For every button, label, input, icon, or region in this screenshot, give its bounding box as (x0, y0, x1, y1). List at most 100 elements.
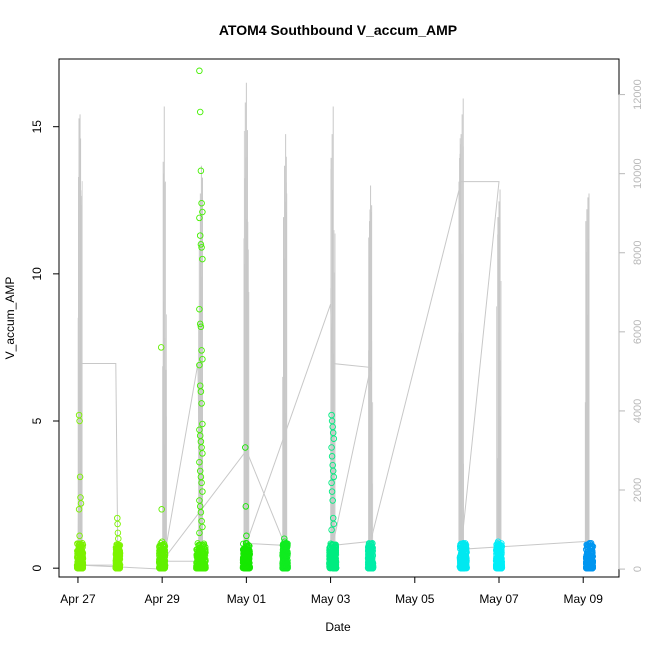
data-point (76, 532, 83, 540)
data-point (589, 564, 596, 571)
data-point (196, 67, 203, 75)
data-point (199, 550, 206, 557)
data-point (197, 388, 205, 395)
plot-frame (58, 58, 620, 578)
data-point (242, 503, 250, 510)
data-point (458, 540, 465, 547)
data-point (159, 541, 167, 549)
data-point (199, 420, 206, 428)
data-point (328, 526, 335, 534)
data-point (199, 523, 206, 531)
data-point (197, 509, 205, 516)
data-point (196, 214, 203, 222)
data-point (494, 564, 502, 572)
data-point (198, 199, 205, 207)
data-point (196, 458, 203, 466)
data-point (114, 564, 122, 571)
data-point (331, 564, 338, 572)
data-point (241, 561, 249, 569)
data-point (243, 532, 250, 540)
data-point (198, 564, 205, 572)
secondary-y-tick-label: 10000 (632, 158, 644, 189)
data-point (458, 563, 465, 570)
data-point (587, 563, 595, 570)
data-point (196, 320, 204, 328)
secondary-y-tick-label: 4000 (632, 399, 644, 423)
data-point (196, 232, 204, 239)
data-point (493, 553, 500, 560)
data-point (76, 417, 83, 425)
secondary-y-tick-label: 12000 (632, 79, 644, 110)
x-axis-label: Date (325, 620, 351, 634)
data-point (462, 562, 469, 570)
data-point (160, 564, 168, 572)
data-point (114, 544, 121, 551)
data-point (157, 344, 165, 351)
data-point (198, 244, 205, 251)
secondary-y-tick-label: 2000 (632, 478, 644, 502)
data-point (366, 545, 374, 552)
data-point (585, 556, 592, 563)
data-point (366, 550, 374, 557)
data-point (199, 208, 206, 216)
data-point (75, 506, 83, 513)
data-point (158, 506, 165, 513)
x-tick-label: May 05 (395, 592, 435, 606)
data-point (198, 400, 205, 407)
data-point (77, 500, 85, 507)
data-point (75, 550, 82, 557)
data-point (199, 255, 206, 263)
data-point (328, 479, 335, 487)
data-point (585, 564, 593, 572)
data-point (197, 323, 205, 331)
data-point (365, 542, 373, 549)
data-point (583, 559, 590, 567)
data-point (330, 554, 337, 561)
data-point (116, 562, 123, 569)
data-point (282, 549, 289, 557)
data-point (280, 548, 288, 556)
data-point (115, 558, 122, 565)
secondary-y-tick-label: 8000 (632, 241, 644, 265)
data-point (196, 529, 203, 537)
chart-title: ATOM4 Southbound V_accum_AMP (219, 22, 457, 38)
data-point (282, 559, 290, 566)
x-tick-label: Apr 27 (60, 592, 96, 606)
data-point (281, 538, 288, 545)
data-point (158, 545, 165, 553)
data-point (197, 241, 205, 248)
data-point (493, 560, 501, 567)
data-point (330, 520, 338, 528)
scatter-points-layer (73, 67, 597, 572)
data-point (156, 564, 163, 571)
x-tick-label: May 03 (311, 592, 351, 606)
data-point (245, 564, 252, 572)
data-point (330, 541, 338, 548)
x-tick-label: May 09 (564, 592, 604, 606)
data-point (76, 562, 83, 569)
data-point (241, 563, 249, 571)
data-point (584, 545, 591, 553)
x-tick-label: Apr 29 (144, 592, 180, 606)
secondary-series-layer (77, 82, 590, 570)
data-point (365, 563, 373, 571)
secondary-y-tick-label: 6000 (632, 320, 644, 344)
data-point (112, 558, 120, 565)
data-point (331, 551, 339, 558)
data-point (114, 520, 121, 528)
data-point (202, 556, 209, 563)
data-point (328, 488, 336, 495)
data-point (242, 551, 249, 558)
data-point (493, 563, 501, 571)
data-point (196, 108, 204, 116)
data-point (281, 535, 288, 542)
data-point (243, 540, 250, 547)
data-point (458, 544, 465, 551)
data-point (158, 538, 166, 545)
data-point (585, 541, 593, 548)
data-point (79, 544, 86, 551)
data-point (331, 548, 339, 555)
data-point (328, 564, 336, 572)
data-point (160, 562, 167, 569)
data-point (330, 435, 338, 442)
